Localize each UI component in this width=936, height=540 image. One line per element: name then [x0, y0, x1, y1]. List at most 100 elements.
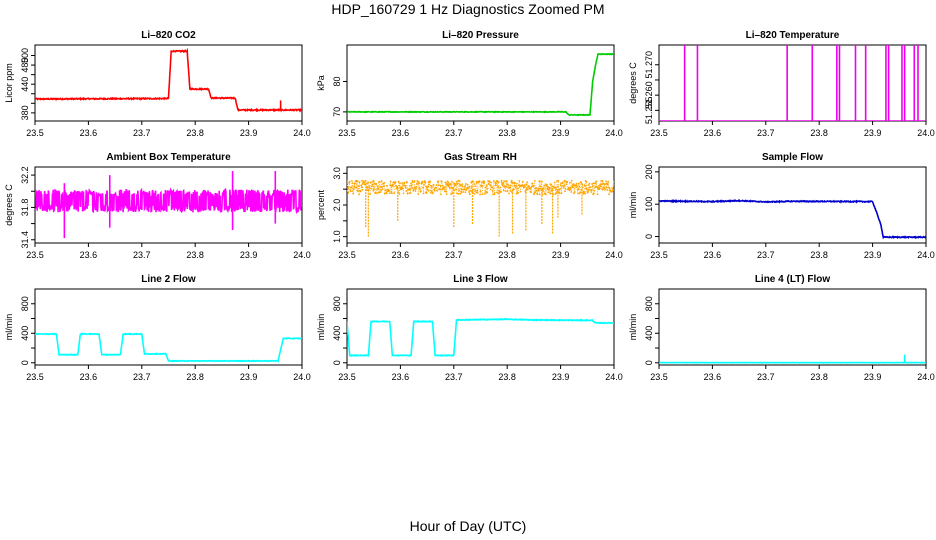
- y-tick-label: 80: [332, 76, 342, 86]
- data-point: [389, 180, 392, 183]
- data-point: [604, 189, 606, 191]
- data-point: [526, 188, 529, 191]
- y-tick-label: 51.260: [644, 81, 654, 109]
- y-axis-label: degrees C: [4, 184, 14, 226]
- y-tick-label: 0: [20, 360, 30, 365]
- x-tick-label: 24.0: [293, 250, 311, 260]
- data-point: [486, 191, 489, 194]
- data-point: [545, 193, 547, 196]
- data-layer: [347, 52, 614, 117]
- plot-frame: [658, 166, 927, 244]
- data-point: [397, 180, 400, 183]
- x-tick-label: 24.0: [605, 250, 623, 260]
- x-tick-label: 23.9: [240, 250, 258, 260]
- x-tick-label: 23.8: [498, 128, 516, 138]
- data-point: [352, 192, 355, 195]
- y-tick-label: 200: [644, 164, 654, 179]
- data-point: [542, 190, 545, 192]
- data-point: [452, 182, 455, 185]
- data-point: [585, 180, 588, 183]
- panel-line4_flow: Line 4 (LT) Flow 23.5 23.6 23.7 23.8 23.9 24.0…: [628, 274, 935, 382]
- data-point: [386, 184, 388, 187]
- data-point: [393, 192, 396, 195]
- data-point: [606, 183, 609, 186]
- data-point: [588, 182, 591, 185]
- data-point: [578, 185, 581, 188]
- data-point: [419, 188, 421, 191]
- data-point: [575, 186, 578, 189]
- data-point: [416, 180, 419, 182]
- y-axis-label: Licor ppm: [4, 63, 14, 103]
- data-point: [598, 187, 601, 190]
- data-point: [535, 189, 538, 192]
- x-tick-label: 23.8: [498, 372, 516, 382]
- y-tick-label: 70: [332, 107, 342, 117]
- data-point: [613, 180, 614, 183]
- data-point: [460, 184, 462, 187]
- data-point: [559, 187, 562, 190]
- data-point: [602, 182, 605, 185]
- data-point: [563, 184, 566, 187]
- data-point: [390, 184, 393, 187]
- y-axis-label: degrees C: [628, 62, 638, 104]
- x-tick-label: 23.5: [26, 250, 44, 260]
- x-tick-label: 23.6: [80, 372, 98, 382]
- panel-sample_flow: Sample Flow 23.5 23.6 23.7 23.8 23.9 24.0 0 100 2…: [628, 152, 935, 260]
- data-point: [358, 181, 361, 184]
- data-point: [607, 180, 610, 183]
- data-point: [601, 180, 604, 182]
- x-tick-label: 23.5: [650, 250, 668, 260]
- data-point: [464, 185, 466, 188]
- x-tick-label: 23.6: [392, 128, 410, 138]
- data-point: [608, 193, 610, 196]
- data-series-pressure: [347, 52, 614, 117]
- data-point: [406, 181, 408, 183]
- plot-frame: [658, 288, 927, 366]
- data-point: [468, 185, 471, 188]
- x-tick-label: 23.6: [704, 372, 722, 382]
- data-point: [404, 185, 407, 187]
- data-point: [577, 187, 580, 190]
- data-point: [450, 193, 452, 196]
- data-point: [447, 181, 450, 184]
- data-point: [457, 179, 460, 182]
- data-layer: [659, 198, 926, 240]
- data-point: [583, 184, 586, 187]
- data-point: [413, 187, 416, 190]
- data-point: [502, 182, 505, 185]
- data-point: [353, 182, 356, 185]
- x-tick-label: 23.9: [240, 128, 258, 138]
- data-point: [538, 193, 541, 196]
- y-tick-label: 400: [332, 326, 342, 341]
- data-point: [406, 192, 409, 195]
- data-point: [372, 180, 375, 182]
- data-point: [415, 187, 417, 190]
- data-point: [503, 180, 505, 183]
- x-tick-label: 23.8: [186, 250, 204, 260]
- data-point: [365, 186, 367, 189]
- x-tick-label: 23.8: [810, 128, 828, 138]
- x-tick-label: 23.7: [445, 250, 463, 260]
- data-point: [363, 180, 365, 183]
- x-tick-label: 23.9: [552, 372, 570, 382]
- x-tick-label: 23.6: [704, 128, 722, 138]
- panel-rh: Gas Stream RH 23.5 23.6 23.7 23.8 23.9 24.0 1.0…: [316, 152, 623, 260]
- y-tick-label: 400: [20, 326, 30, 341]
- data-point: [556, 180, 558, 182]
- data-point: [492, 180, 495, 182]
- x-tick-label: 23.7: [133, 128, 151, 138]
- x-tick-label: 23.6: [392, 372, 410, 382]
- panel-title: Sample Flow: [762, 152, 823, 163]
- data-point: [460, 191, 463, 194]
- x-tick-label: 23.8: [810, 372, 828, 382]
- data-point: [538, 180, 541, 183]
- panel-licor_temp: Li–820 Temperature 23.5 23.6 23.7 23.8 23.9 24…: [628, 30, 935, 138]
- panel-line2_flow: Line 2 Flow 23.5 23.6 23.7 23.8 23.9 24.0 0 400 8…: [4, 274, 311, 382]
- x-tick-label: 23.9: [552, 128, 570, 138]
- data-point: [347, 191, 350, 194]
- x-tick-label: 24.0: [917, 372, 935, 382]
- data-point: [371, 183, 374, 186]
- data-point: [451, 192, 454, 195]
- data-point: [493, 193, 496, 196]
- data-point: [366, 186, 369, 189]
